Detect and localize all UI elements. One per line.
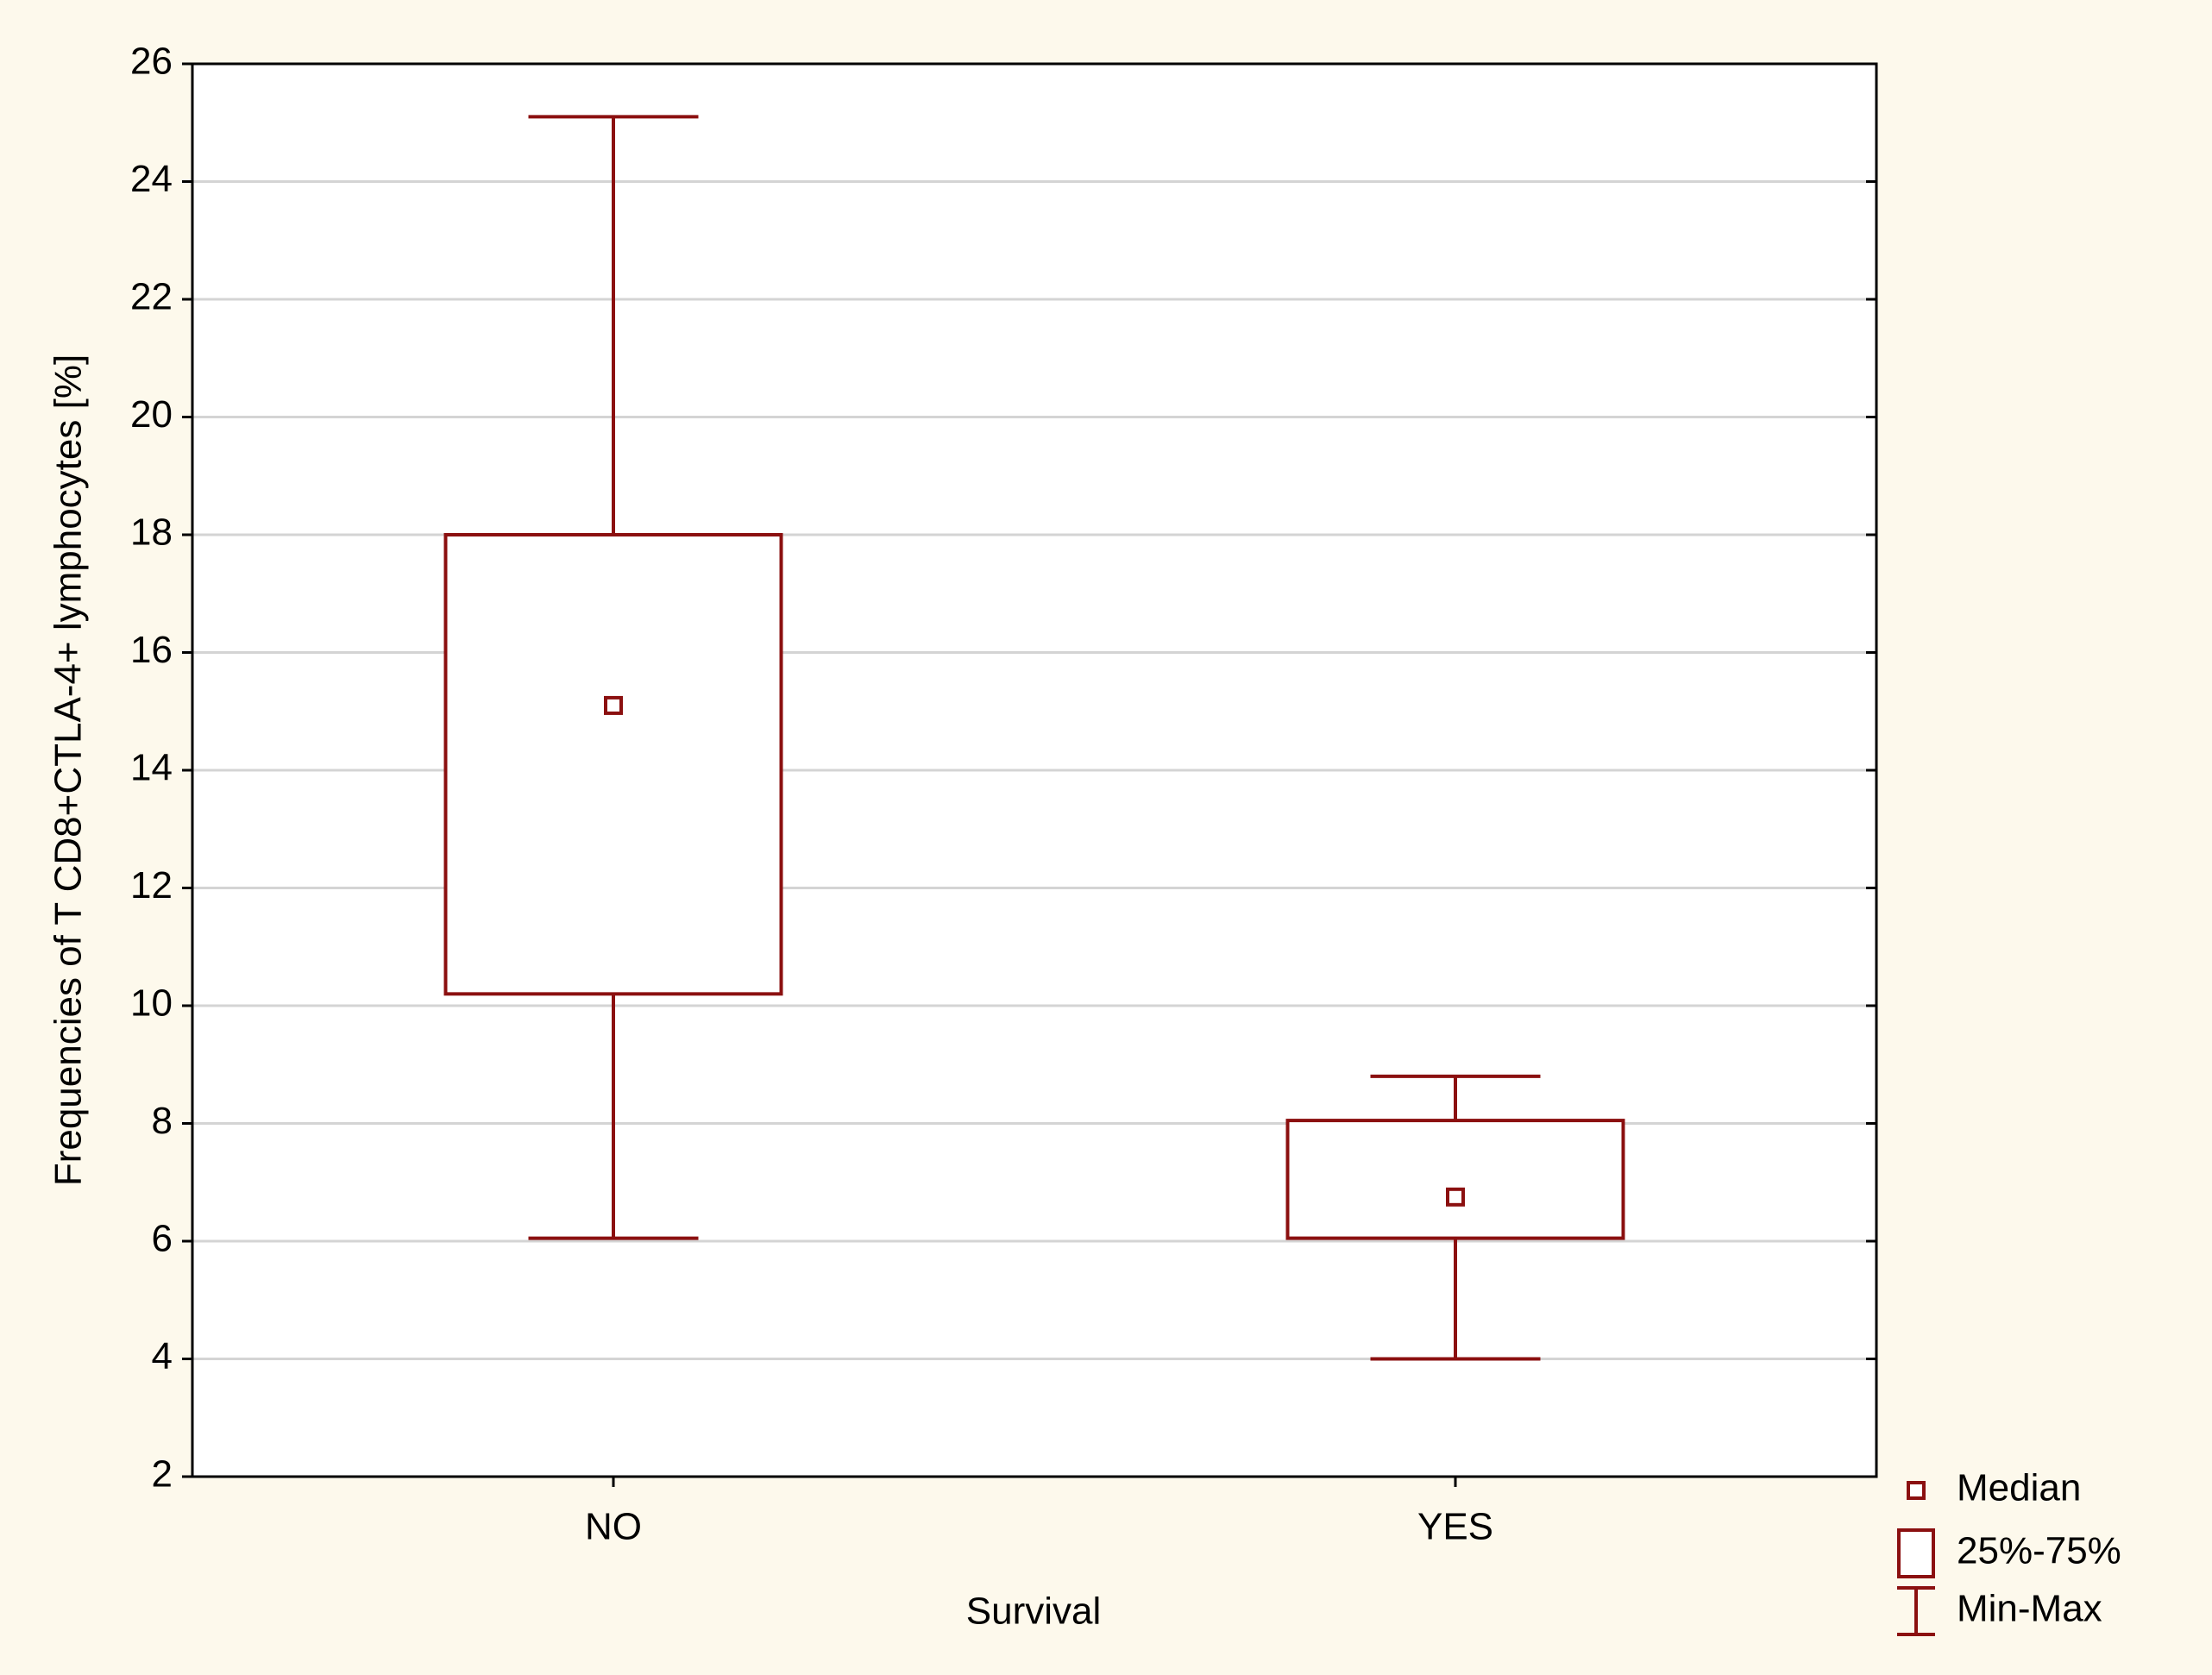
- y-tick-label: 24: [130, 158, 173, 200]
- legend-label: Min-Max: [1957, 1588, 2102, 1630]
- y-tick-label: 26: [130, 41, 173, 83]
- y-tick-label: 20: [130, 393, 173, 436]
- y-tick-label: 16: [130, 629, 173, 671]
- x-tick-label: NO: [585, 1506, 642, 1548]
- y-tick-label: 14: [130, 747, 173, 789]
- y-tick-label: 18: [130, 511, 173, 554]
- legend-label: Median: [1957, 1467, 2081, 1509]
- y-tick-label: 10: [130, 982, 173, 1025]
- y-axis-label: Frequencies of T CD8+CTLA-4+ lymphocytes…: [47, 354, 90, 1186]
- box: [443, 533, 783, 996]
- legend-label: 25%-75%: [1957, 1530, 2121, 1572]
- box: [1285, 1119, 1625, 1240]
- median-marker: [1446, 1187, 1465, 1207]
- y-tick-label: 2: [152, 1453, 173, 1496]
- median-marker: [604, 695, 623, 715]
- x-tick-label: YES: [1417, 1506, 1493, 1548]
- y-tick-label: 22: [130, 276, 173, 318]
- y-tick-label: 4: [152, 1335, 173, 1377]
- x-axis-label: Survival: [966, 1590, 1102, 1633]
- y-tick-label: 6: [152, 1218, 173, 1260]
- y-tick-label: 8: [152, 1100, 173, 1142]
- legend-box-icon: [1897, 1528, 1935, 1578]
- y-tick-label: 12: [130, 864, 173, 907]
- legend-median-icon: [1907, 1481, 1926, 1500]
- marks: [443, 115, 1625, 1361]
